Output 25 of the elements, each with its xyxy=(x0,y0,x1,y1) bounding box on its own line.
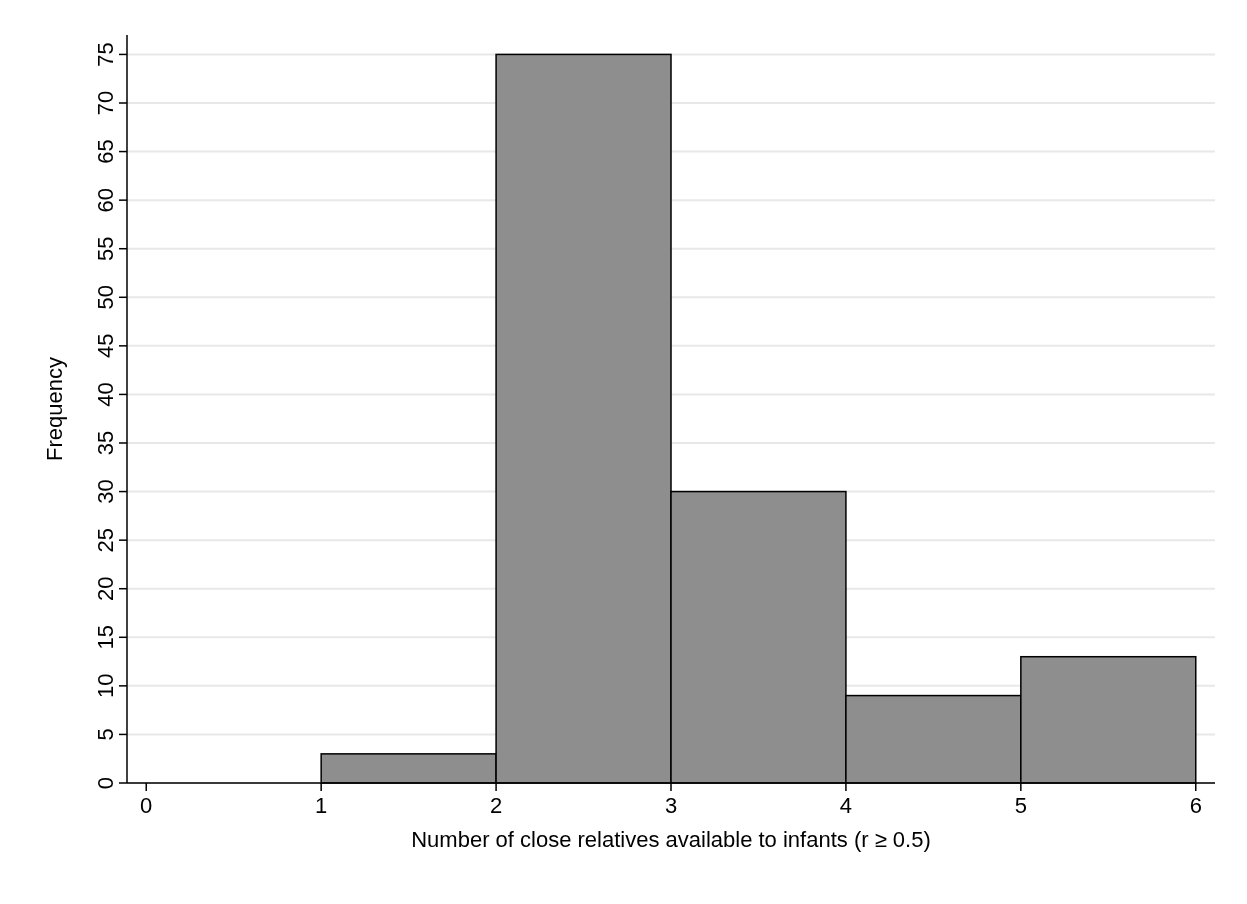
y-tick-label: 40 xyxy=(93,382,118,407)
y-tick-label: 0 xyxy=(93,776,118,790)
x-tick-label: 5 xyxy=(1014,793,1027,818)
y-axis-title: Frequency xyxy=(42,357,67,461)
x-tick-label: 0 xyxy=(140,793,153,818)
x-tick-label: 4 xyxy=(839,793,853,818)
x-tick-label: 6 xyxy=(1189,793,1202,818)
y-tick-label: 50 xyxy=(93,285,118,310)
y-tick-label: 45 xyxy=(93,333,118,359)
y-tick-label: 10 xyxy=(93,673,118,699)
y-tick-label: 25 xyxy=(93,527,118,553)
y-tick-label: 55 xyxy=(93,236,118,261)
y-tick-label: 15 xyxy=(93,625,118,650)
x-tick-label: 2 xyxy=(489,793,503,818)
y-tick-label: 65 xyxy=(93,139,118,164)
y-tick-label: 60 xyxy=(93,187,118,213)
x-tick-label: 1 xyxy=(315,793,328,818)
y-tick-label: 20 xyxy=(93,576,118,601)
y-tick-label: 5 xyxy=(93,728,118,741)
y-tick-label: 75 xyxy=(93,42,118,67)
y-tick-label: 70 xyxy=(93,90,118,116)
x-axis-title: Number of close relatives available to infants (r ≥ 0.5) xyxy=(411,827,931,852)
x-tick-label: 3 xyxy=(664,793,678,818)
y-tick-label: 30 xyxy=(93,479,118,504)
y-tick-label: 35 xyxy=(93,430,118,456)
